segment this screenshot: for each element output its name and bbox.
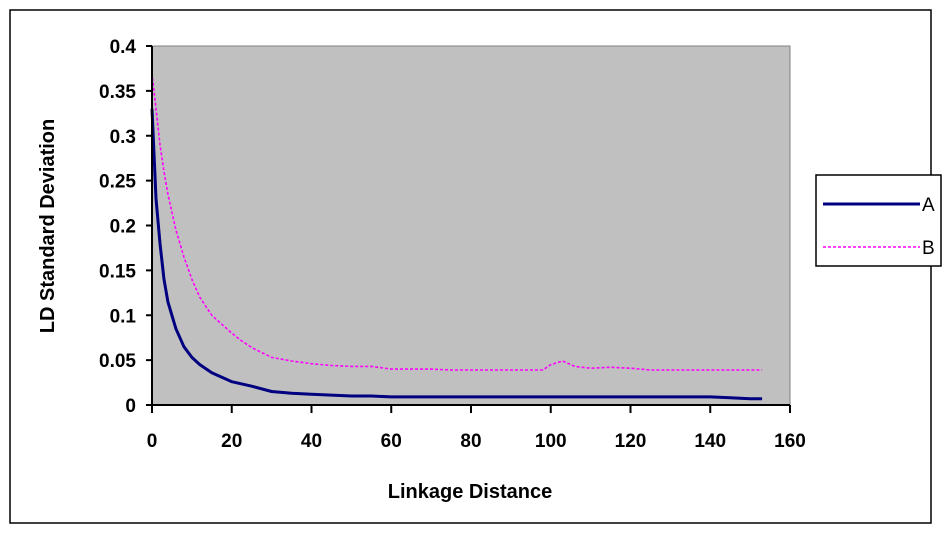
y-tick-label: 0 [125,396,136,417]
y-tick-label: 0.35 [99,82,136,103]
legend: AB [823,195,935,259]
y-tick-label: 0.05 [99,351,136,372]
x-tick-label: 80 [460,431,481,452]
y-tick-label: 0.1 [110,306,137,327]
y-tick-label: 0.2 [110,217,136,238]
y-axis-title: LD Standard Deviation [37,119,59,333]
series-a-line [150,108,763,401]
x-tick-label: 60 [381,431,402,452]
y-tick-label: 0.4 [110,37,137,58]
x-tick-label: 40 [301,431,322,452]
legend-label-a: A [922,195,935,216]
axes-layer [146,45,791,413]
x-tick-label: 160 [774,431,806,452]
x-axis-title: Linkage Distance [388,481,553,503]
tick-labels: 0 0.05 0.1 0.15 0.2 0.25 0.3 0.35 0.4 0 20 40 60 80 10… [99,37,806,452]
x-tick-label: 20 [221,431,242,452]
legend-label-b: B [922,238,935,259]
x-tick-label: 120 [615,431,647,452]
y-tick-label: 0.3 [110,127,136,148]
x-tick-label: 0 [147,431,158,452]
x-tick-label: 140 [694,431,726,452]
legend-box [815,174,942,267]
y-tick-label: 0.25 [99,172,136,193]
series-layer [150,72,763,401]
plot-area [151,45,791,406]
x-tick-label: 100 [535,431,567,452]
series-b-line [151,72,763,371]
y-tick-label: 0.15 [99,261,136,282]
